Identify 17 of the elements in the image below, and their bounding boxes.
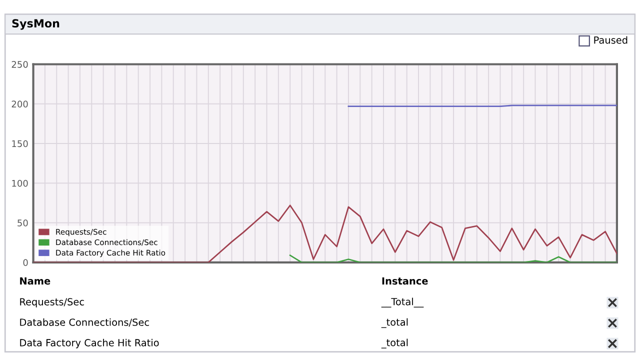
y-tick-label: 150 [12, 140, 28, 148]
text: _total [381, 318, 408, 328]
text: Instance [382, 277, 428, 285]
line-series [289, 254, 617, 262]
y-tick-label: 250 [12, 60, 28, 68]
text: Data Factory Cache Hit Ratio [20, 338, 159, 348]
text: __Total__ [381, 298, 424, 308]
y-tick-label: 100 [12, 180, 28, 187]
text: Paused [594, 36, 628, 44]
text: Database Connections/Sec [20, 318, 149, 327]
y-tick-label: 50 [18, 220, 28, 226]
text: Requests/Sec [20, 298, 84, 308]
y-tick-label: 0 [23, 259, 28, 266]
y-tick-label: 200 [12, 100, 28, 108]
text: Name [20, 277, 50, 285]
text: _total [381, 338, 408, 348]
chart-title: SysMon [12, 19, 60, 30]
